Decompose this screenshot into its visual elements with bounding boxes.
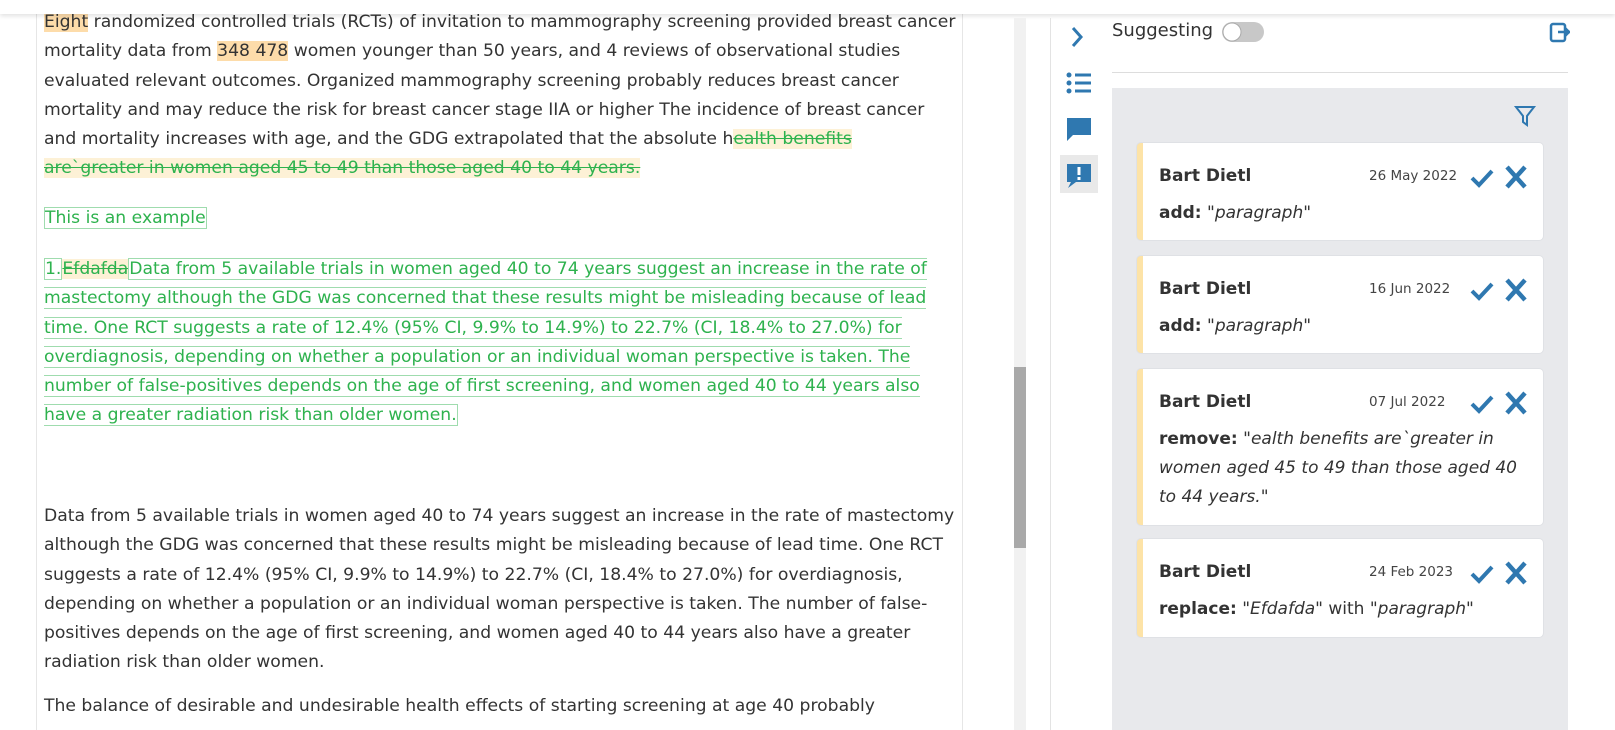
- accept-button[interactable]: [1469, 559, 1495, 587]
- highlight: Eight: [44, 12, 89, 32]
- paragraph: This is an example: [44, 204, 956, 233]
- inserted-text: This is an example: [44, 207, 207, 229]
- content: "paragraph": [1369, 599, 1474, 619]
- outline-icon[interactable]: [1066, 72, 1092, 94]
- action: remove:: [1159, 429, 1238, 449]
- author: Bart Dietl: [1159, 392, 1252, 412]
- icon-tail: [1068, 182, 1076, 188]
- inserted-text: Data from 5 available trials in women ag…: [44, 258, 927, 427]
- paragraph: Eight randomized controlled trials (RCTs…: [44, 8, 956, 184]
- suggestion-body: add: "paragraph": [1159, 199, 1529, 228]
- mode-label: Suggesting: [1112, 20, 1214, 41]
- highlight: 348 478: [217, 41, 289, 62]
- suggestion-card: Bart Dietl 26 May 2022 add: "paragraph": [1137, 143, 1543, 240]
- date: 07 Jul 2022: [1369, 394, 1446, 410]
- text: women younger than 50 years, and 4 revie…: [44, 41, 925, 150]
- paragraph: 1.EfdafdaData from 5 available trials in…: [44, 255, 956, 431]
- content: "ealth benefits are`greater in women age…: [1159, 429, 1517, 507]
- deleted-text: Efdafda: [62, 259, 129, 279]
- suggestion-body: replace: "Efdafda" with "paragraph": [1159, 595, 1529, 624]
- suggestion-card: Bart Dietl 24 Feb 2023 replace: "Efdafda" …: [1137, 539, 1543, 637]
- paragraph: Data from 5 available trials in women ag…: [44, 506, 955, 673]
- comments-icon[interactable]: [1067, 118, 1091, 141]
- collapse-icon[interactable]: [1071, 27, 1084, 47]
- list-number: 1.: [44, 258, 63, 280]
- paragraph: The balance of desirable and undesirable…: [44, 696, 875, 716]
- date: 26 May 2022: [1369, 168, 1458, 184]
- date: 16 Jun 2022: [1369, 281, 1451, 297]
- icon-mark: [1077, 167, 1081, 175]
- action: replace:: [1159, 599, 1237, 619]
- joiner: with: [1322, 599, 1370, 619]
- text: randomized controlled trials (RCTs) of i…: [44, 12, 956, 62]
- action: add:: [1159, 203, 1202, 223]
- divider: [1050, 18, 1051, 730]
- scroll-thumb[interactable]: [1014, 367, 1026, 548]
- suggestion-card: Bart Dietl 16 Jun 2022 add: "paragraph": [1137, 256, 1543, 353]
- reject-button[interactable]: [1503, 559, 1529, 587]
- document: Eight randomized controlled trials (RCTs…: [36, 0, 963, 730]
- accept-button[interactable]: [1469, 163, 1495, 191]
- filter-icon[interactable]: [1513, 104, 1537, 128]
- author: Bart Dietl: [1159, 166, 1252, 186]
- author: Bart Dietl: [1159, 279, 1252, 299]
- exit-icon[interactable]: [1548, 20, 1570, 46]
- mode-toggle[interactable]: [1220, 20, 1266, 44]
- content: "paragraph": [1207, 203, 1312, 223]
- action: add:: [1159, 316, 1202, 336]
- suggestion-card: Bart Dietl 07 Jul 2022 remove: "ealth bene…: [1137, 369, 1543, 525]
- top-bar: [0, 0, 1615, 14]
- content: "Efdafda": [1242, 599, 1323, 619]
- reject-button[interactable]: [1503, 163, 1529, 191]
- content: "paragraph": [1207, 316, 1312, 336]
- sidebar-icons: [1060, 27, 1098, 193]
- accept-button[interactable]: [1469, 276, 1495, 304]
- reject-button[interactable]: [1503, 389, 1529, 417]
- suggestion-body: add: "paragraph": [1159, 312, 1529, 341]
- reject-button[interactable]: [1503, 276, 1529, 304]
- icon-mark: [1077, 177, 1081, 180]
- accept-button[interactable]: [1469, 389, 1495, 417]
- divider: [1112, 72, 1568, 73]
- suggestion-body: remove: "ealth benefits are`greater in w…: [1159, 425, 1529, 512]
- date: 24 Feb 2023: [1369, 564, 1454, 580]
- author: Bart Dietl: [1159, 562, 1252, 582]
